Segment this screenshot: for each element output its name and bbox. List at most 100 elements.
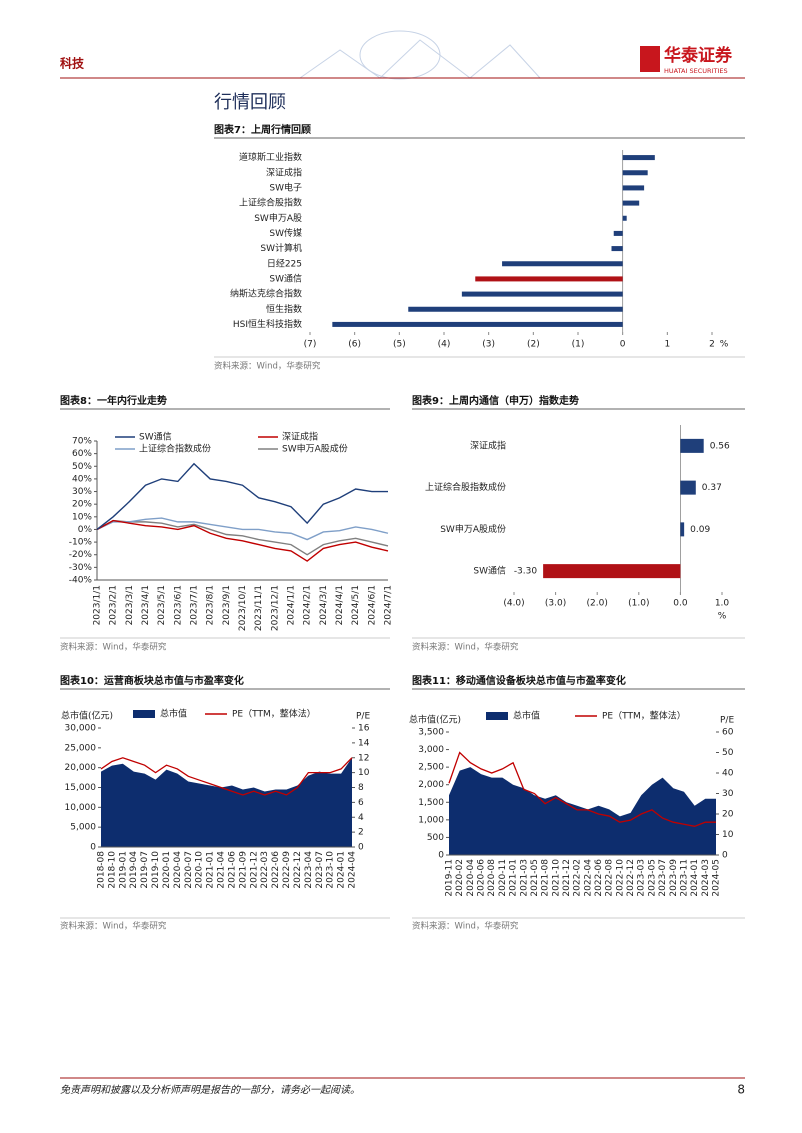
pe-line — [448, 751, 716, 827]
x-tick-label: (3) — [482, 340, 495, 350]
x-tick-label: 2024/4/1 — [335, 585, 345, 625]
x-tick-label: 2023-07 — [315, 851, 325, 889]
category-label: SW计算机 — [260, 242, 302, 254]
x-tick-label: 2023/8/1 — [206, 585, 216, 625]
bar — [622, 200, 640, 206]
category-label: 深证成指 — [266, 166, 302, 178]
y-tick-label: 70% — [72, 437, 92, 447]
y2-axis-title: P/E — [720, 716, 734, 726]
x-tick-label: 2022-12 — [626, 859, 636, 897]
x-tick-label: 2019-11 — [445, 859, 455, 897]
source: 资料来源：Wind，华泰研究 — [412, 921, 519, 932]
x-tick-label: (2.0) — [587, 599, 608, 609]
category-label: 上证综合股指数成份 — [425, 481, 506, 493]
bar — [680, 480, 696, 495]
y2-tick-label: 30 — [722, 789, 734, 799]
x-tick-label: 2024/1/1 — [287, 585, 297, 625]
bar — [611, 246, 623, 252]
y-tick-label: 15,000 — [65, 783, 97, 793]
category-label: SW申万A股成份 — [440, 523, 506, 535]
x-tick-label: 2022-04 — [583, 859, 593, 897]
series-line — [96, 462, 388, 531]
x-tick-label: 2020-04 — [173, 851, 183, 889]
x-tick-label: 2024/6/1 — [367, 585, 377, 625]
source: 资料来源：Wind，华泰研究 — [60, 642, 167, 653]
x-tick-label: (1.0) — [628, 599, 649, 609]
bar — [475, 276, 623, 282]
y-tick-label: 3,000 — [418, 745, 444, 755]
x-tick-label: 2020-10 — [195, 851, 205, 889]
bar — [680, 522, 685, 537]
category-label: 恒生指数 — [266, 303, 302, 315]
y2-tick-label: 4 — [358, 813, 364, 823]
y-tick-label: -20% — [69, 550, 93, 560]
x-tick-label: 2023-09 — [669, 859, 679, 897]
x-tick-label: 2021-01 — [206, 851, 216, 889]
y-tick-label: 30,000 — [65, 724, 97, 734]
bar — [622, 185, 645, 191]
y2-tick-label: 12 — [358, 753, 369, 763]
x-tick-label: 2021-01 — [509, 859, 519, 897]
y-tick-label: 2,500 — [418, 763, 444, 773]
x-tick-label: 0.0 — [673, 599, 688, 609]
x-tick-label: 2023/3/1 — [125, 585, 135, 625]
x-tick-label: 2022-03 — [260, 851, 270, 889]
x-tick-label: 2022-06 — [271, 851, 281, 889]
bar — [461, 291, 623, 297]
x-tick-label: 2023/7/1 — [190, 585, 200, 625]
series-line — [96, 519, 389, 556]
category-label: SW申万A股 — [254, 212, 302, 224]
x-tick-label: 1 — [664, 340, 670, 350]
pe-line — [100, 757, 353, 796]
x-tick-label: 2021-12 — [249, 851, 259, 889]
x-tick-label: 2023-05 — [647, 859, 657, 897]
y2-tick-label: 40 — [722, 769, 734, 779]
x-tick-label: 2023/4/1 — [141, 585, 151, 625]
bar — [622, 215, 627, 221]
x-tick-label: 2022-10 — [615, 859, 625, 897]
y2-tick-label: 20 — [722, 810, 734, 820]
series-line — [96, 517, 389, 541]
x-tick-label: 2024-01 — [690, 859, 700, 897]
legend-label: 深证成指 — [282, 431, 318, 443]
x-tick-label: 2023-03 — [637, 859, 647, 897]
value-label: 0.09 — [690, 525, 710, 535]
x-tick-label: (1) — [572, 340, 585, 350]
x-tick-label: 2019-10 — [151, 851, 161, 889]
y-tick-label: 0 — [90, 843, 96, 853]
figure-title: 图表8：一年内行业走势 — [60, 394, 167, 407]
bar — [680, 438, 704, 453]
cap-area — [101, 757, 352, 847]
legend-label: SW申万A股成份 — [282, 443, 348, 455]
x-tick-label: 2023-10 — [326, 851, 336, 889]
x-tick-label: 2022-09 — [282, 851, 292, 889]
bar — [622, 170, 648, 176]
x-tick-label: 2019-07 — [140, 851, 150, 889]
figure-title: 图表10：运营商板块总市值与市盈率变化 — [60, 674, 244, 687]
x-tick-label: (5) — [393, 340, 406, 350]
section-title: 行情回顾 — [214, 92, 286, 113]
header-decoration — [299, 30, 541, 80]
x-tick-label: (6) — [348, 340, 361, 350]
x-tick-label: 2024-04 — [348, 851, 358, 889]
x-tick-label: 2023/10/1 — [238, 585, 248, 631]
x-tick-label: (7) — [304, 340, 317, 350]
y-tick-label: 10,000 — [65, 803, 97, 813]
x-tick-label: 2022-02 — [573, 859, 583, 897]
bar — [622, 155, 655, 161]
x-tick-label: 2023/12/1 — [270, 585, 280, 631]
figure-title: 图表11：移动通信设备板块总市值与市盈率变化 — [412, 674, 626, 687]
x-axis-unit: % — [718, 612, 727, 622]
y2-tick-label: 16 — [358, 724, 370, 734]
category-label: 道琼斯工业指数 — [239, 151, 302, 163]
y2-tick-label: 0 — [358, 843, 364, 853]
disclaimer: 免责声明和披露以及分析师声明是报告的一部分，请务必一起阅读。 — [60, 1084, 360, 1096]
x-tick-label: 2021-05 — [530, 859, 540, 897]
category-label: 纳斯达克综合指数 — [230, 288, 302, 300]
x-tick-label: 2 — [709, 340, 715, 350]
bar — [543, 564, 681, 579]
x-tick-label: 0 — [620, 340, 626, 350]
figure-title: 图表9：上周内通信（申万）指数走势 — [412, 394, 579, 407]
y-tick-label: 30% — [72, 487, 92, 497]
y2-tick-label: 2 — [358, 828, 364, 838]
